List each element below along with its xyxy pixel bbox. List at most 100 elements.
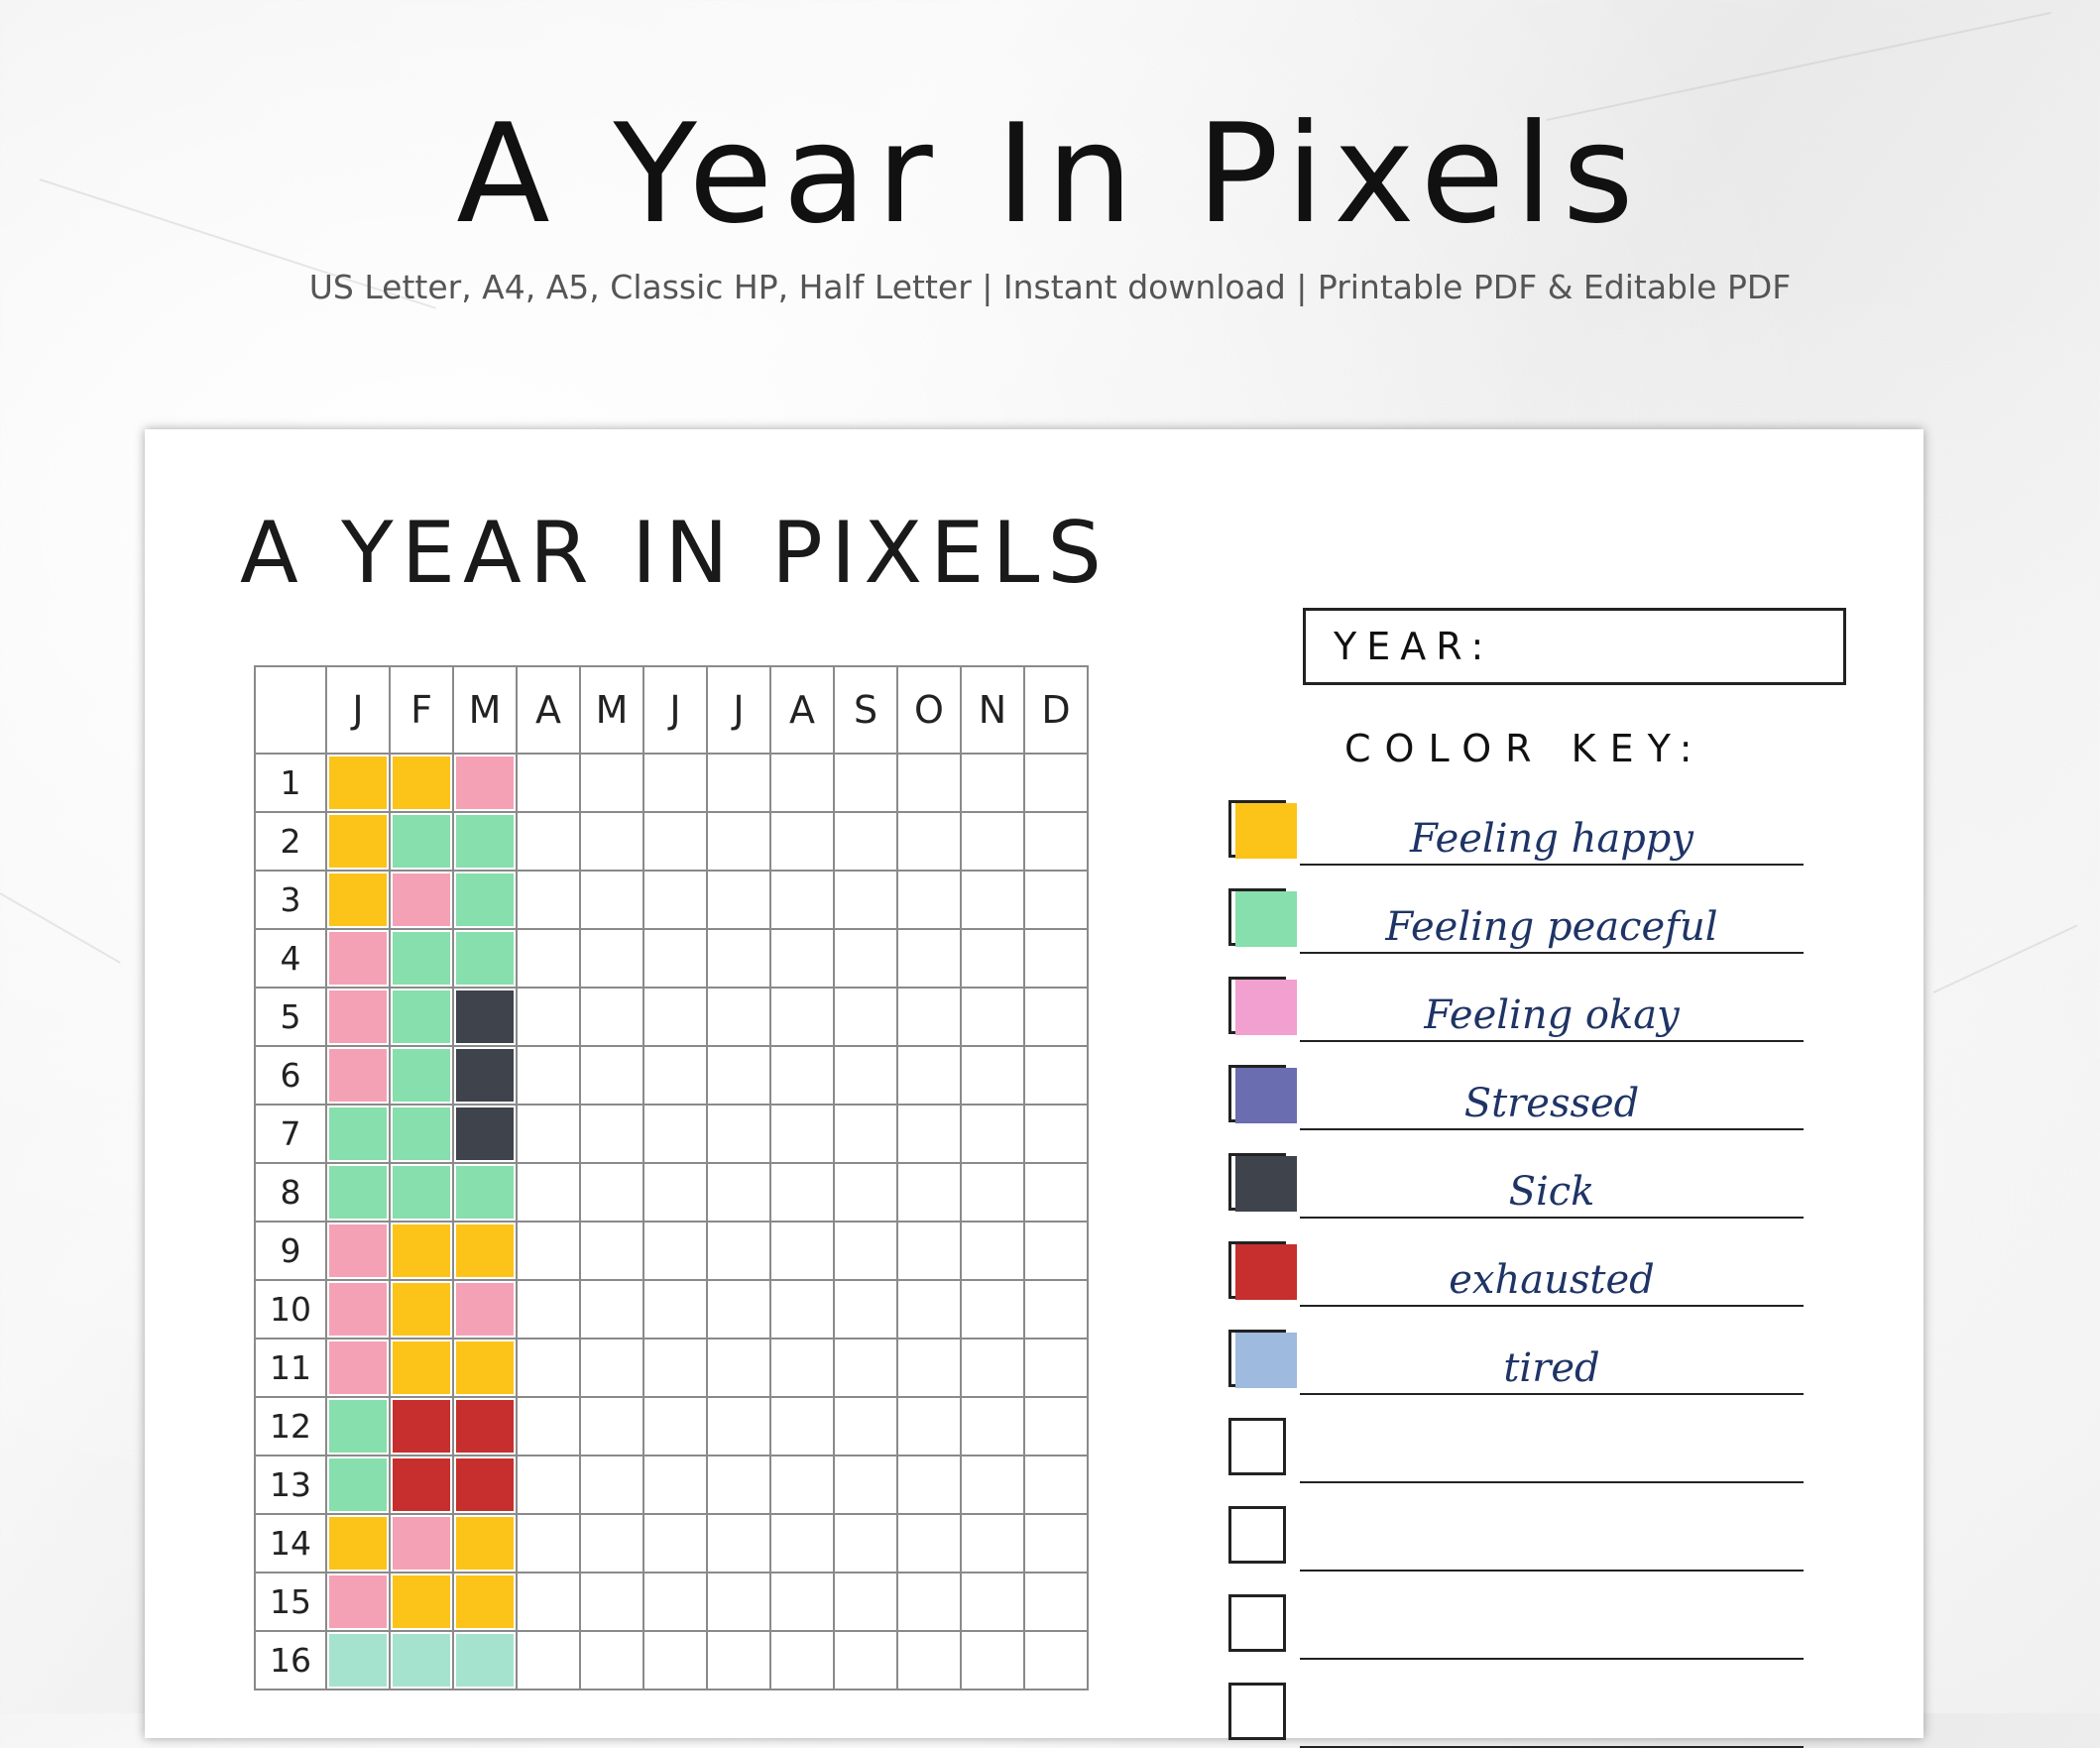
pixel-cell[interactable] [896,987,962,1047]
pixel-cell[interactable] [452,1455,518,1515]
pixel-cell[interactable] [642,811,708,872]
pixel-cell[interactable] [833,811,898,872]
pixel-cell[interactable] [896,1221,962,1281]
key-writing-line[interactable] [1300,1481,1804,1483]
pixel-cell[interactable] [960,987,1025,1047]
pixel-cell[interactable] [389,1630,454,1690]
pixel-cell[interactable] [389,1162,454,1223]
pixel-cell[interactable] [642,753,708,813]
color-swatch[interactable] [1228,977,1297,1035]
pixel-cell[interactable] [579,1572,644,1632]
pixel-cell[interactable] [960,1162,1025,1223]
pixel-cell[interactable] [706,1513,771,1573]
pixel-cell[interactable] [896,1338,962,1398]
pixel-cell[interactable] [960,1630,1025,1690]
pixel-cell[interactable] [325,1572,391,1632]
pixel-cell[interactable] [1023,1338,1089,1398]
color-swatch[interactable] [1228,1330,1297,1388]
pixel-cell[interactable] [833,987,898,1047]
pixel-cell[interactable] [642,1162,708,1223]
pixel-cell[interactable] [1023,928,1089,989]
pixel-cell[interactable] [706,870,771,930]
pixel-cell[interactable] [960,1104,1025,1164]
pixel-cell[interactable] [960,753,1025,813]
pixel-cell[interactable] [833,753,898,813]
pixel-cell[interactable] [896,1455,962,1515]
pixel-cell[interactable] [579,753,644,813]
pixel-cell[interactable] [642,987,708,1047]
pixel-cell[interactable] [833,1104,898,1164]
key-writing-line[interactable] [1300,1570,1804,1572]
key-writing-line[interactable] [1300,1128,1804,1130]
pixel-cell[interactable] [389,1338,454,1398]
pixel-cell[interactable] [833,1455,898,1515]
pixel-cell[interactable] [579,987,644,1047]
key-writing-line[interactable] [1300,1658,1804,1660]
pixel-cell[interactable] [579,928,644,989]
pixel-cell[interactable] [579,1513,644,1573]
pixel-cell[interactable] [642,1338,708,1398]
pixel-cell[interactable] [389,1572,454,1632]
pixel-cell[interactable] [896,1513,962,1573]
pixel-cell[interactable] [389,1045,454,1106]
pixel-cell[interactable] [516,987,581,1047]
pixel-cell[interactable] [960,1045,1025,1106]
pixel-cell[interactable] [769,1104,835,1164]
pixel-cell[interactable] [325,870,391,930]
pixel-cell[interactable] [389,1513,454,1573]
pixel-cell[interactable] [1023,1279,1089,1340]
color-swatch[interactable] [1228,1594,1286,1652]
pixel-cell[interactable] [769,1396,835,1457]
pixel-cell[interactable] [960,811,1025,872]
pixel-cell[interactable] [389,1221,454,1281]
pixel-cell[interactable] [325,1279,391,1340]
pixel-cell[interactable] [769,1279,835,1340]
pixel-cell[interactable] [516,1162,581,1223]
pixel-cell[interactable] [389,1104,454,1164]
pixel-cell[interactable] [325,753,391,813]
pixel-cell[interactable] [325,928,391,989]
pixel-cell[interactable] [1023,1455,1089,1515]
pixel-cell[interactable] [325,1162,391,1223]
pixel-cell[interactable] [642,1279,708,1340]
pixel-cell[interactable] [706,1104,771,1164]
pixel-cell[interactable] [833,1162,898,1223]
pixel-cell[interactable] [516,1455,581,1515]
pixel-cell[interactable] [516,1396,581,1457]
pixel-cell[interactable] [516,753,581,813]
pixel-cell[interactable] [769,811,835,872]
pixel-cell[interactable] [833,1221,898,1281]
pixel-cell[interactable] [516,1221,581,1281]
pixel-cell[interactable] [452,753,518,813]
pixel-cell[interactable] [579,1630,644,1690]
pixel-cell[interactable] [325,1513,391,1573]
pixel-cell[interactable] [960,1455,1025,1515]
pixel-cell[interactable] [960,870,1025,930]
pixel-cell[interactable] [325,1396,391,1457]
pixel-cell[interactable] [833,1279,898,1340]
year-field[interactable]: YEAR: [1303,608,1846,685]
pixel-cell[interactable] [579,1396,644,1457]
pixel-cell[interactable] [833,1396,898,1457]
pixel-cell[interactable] [896,870,962,930]
pixel-cell[interactable] [642,1513,708,1573]
pixel-cell[interactable] [516,1045,581,1106]
pixel-cell[interactable] [896,1630,962,1690]
color-swatch[interactable] [1228,800,1297,859]
pixel-cell[interactable] [452,870,518,930]
pixel-cell[interactable] [896,1045,962,1106]
pixel-cell[interactable] [452,1162,518,1223]
pixel-cell[interactable] [706,1338,771,1398]
pixel-cell[interactable] [1023,1513,1089,1573]
color-swatch[interactable] [1228,1418,1286,1475]
pixel-cell[interactable] [769,928,835,989]
pixel-cell[interactable] [579,1221,644,1281]
pixel-cell[interactable] [769,1513,835,1573]
pixel-cell[interactable] [325,811,391,872]
pixel-cell[interactable] [579,1455,644,1515]
pixel-cell[interactable] [1023,1104,1089,1164]
pixel-cell[interactable] [325,1045,391,1106]
pixel-cell[interactable] [706,1221,771,1281]
pixel-cell[interactable] [769,753,835,813]
pixel-cell[interactable] [706,1279,771,1340]
